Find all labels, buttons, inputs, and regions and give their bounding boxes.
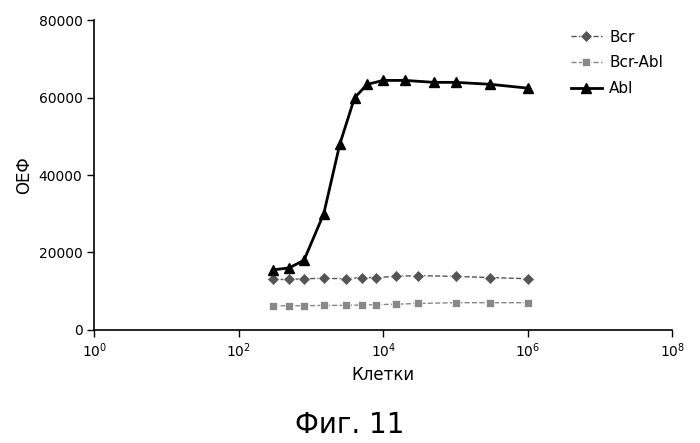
Text: Фиг. 11: Фиг. 11 [295,411,405,439]
Legend: Bcr, Bcr-Abl, Abl: Bcr, Bcr-Abl, Abl [565,23,669,102]
Y-axis label: ОЕФ: ОЕФ [15,156,33,194]
X-axis label: Клетки: Клетки [351,366,415,384]
